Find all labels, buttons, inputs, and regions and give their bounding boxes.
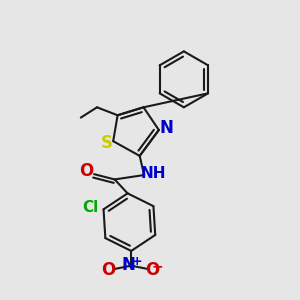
Text: N: N — [159, 118, 173, 136]
Text: O: O — [145, 261, 159, 279]
Text: S: S — [101, 134, 113, 152]
Text: +: + — [132, 255, 142, 268]
Text: NH: NH — [141, 166, 166, 181]
Text: O: O — [101, 261, 116, 279]
Text: Cl: Cl — [82, 200, 98, 215]
Text: N: N — [122, 256, 136, 274]
Text: −: − — [152, 260, 164, 274]
Text: O: O — [80, 162, 94, 180]
